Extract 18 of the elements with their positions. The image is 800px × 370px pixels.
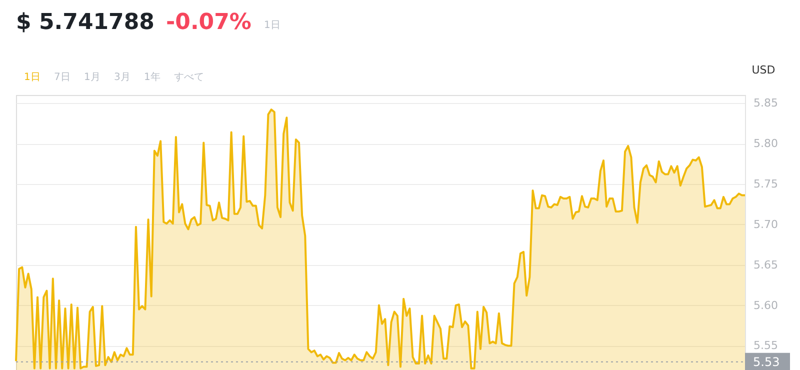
y-axis-title: USD [752,64,776,76]
text: すべて [174,72,204,83]
y-tick-label: 5.80 [754,137,778,150]
chart-title: $ 5.741788 [16,10,154,35]
y-tick-label: 5.75 [754,177,778,190]
text: 7日 [54,72,70,83]
text: 1日 [264,20,280,31]
text: 3月 [114,72,130,83]
y-tick-label: 5.70 [754,218,778,231]
y-tick-label: 5.65 [754,258,778,272]
y-tick-label: 5.55 [754,339,778,352]
text: 1月 [84,72,100,83]
ref-line-label: 5.53 [753,354,780,369]
y-tick-label: 5.60 [754,298,778,312]
text: 1日 [24,72,40,83]
text: 1年 [144,71,160,83]
y-tick-label: 5.85 [754,96,778,110]
chart-subtitle: -0.07% [166,10,252,35]
